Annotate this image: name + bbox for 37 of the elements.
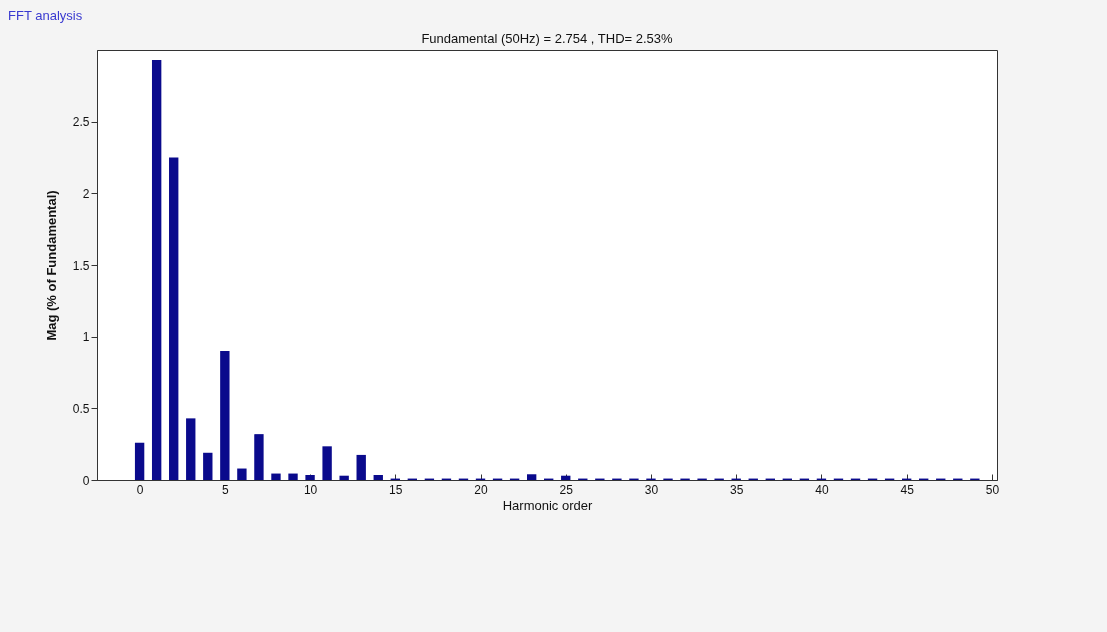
x-tick-label: 10: [303, 482, 318, 497]
x-tick-label: 35: [730, 482, 744, 497]
bar: [526, 474, 537, 480]
x-tick-label: 20: [474, 482, 489, 497]
x-tick-label: 15: [389, 482, 403, 497]
bar: [322, 446, 332, 480]
bar: [237, 468, 247, 480]
y-tick-label: 0.5: [72, 401, 90, 416]
x-tick-label: 40: [815, 482, 829, 497]
text: FFT analysis: [8, 8, 83, 23]
x-tick-label: 50: [985, 482, 1000, 497]
bar: [254, 434, 264, 480]
bar: [305, 474, 315, 480]
y-tick-label: 1: [82, 330, 90, 345]
x-axis-title: Harmonic order: [502, 497, 593, 513]
chart-title: Fundamental (50Hz) = 2.754 , THD= 2.53%: [421, 31, 674, 46]
bar: [373, 474, 383, 480]
bar: [271, 473, 281, 480]
bar: [288, 473, 298, 480]
bar: [356, 454, 366, 480]
y-tick-label: 2: [82, 186, 90, 201]
x-tick-label: 25: [559, 482, 574, 497]
x-tick-label: 0: [136, 482, 144, 497]
x-tick-label: 30: [644, 482, 659, 497]
bar: [134, 442, 145, 480]
y-tick-label: 1.5: [72, 258, 90, 273]
y-tick-label: 2.5: [72, 115, 90, 130]
x-tick-label: 5: [222, 482, 229, 497]
x-tick-label: 45: [900, 482, 915, 497]
bar: [220, 351, 230, 480]
bar: [203, 452, 213, 480]
bar: [339, 475, 349, 480]
bar: [561, 475, 571, 480]
bar: [151, 60, 162, 480]
bar: [186, 418, 196, 480]
y-axis-title: Mag (% of Fundamental): [43, 190, 59, 341]
bar: [169, 157, 179, 480]
